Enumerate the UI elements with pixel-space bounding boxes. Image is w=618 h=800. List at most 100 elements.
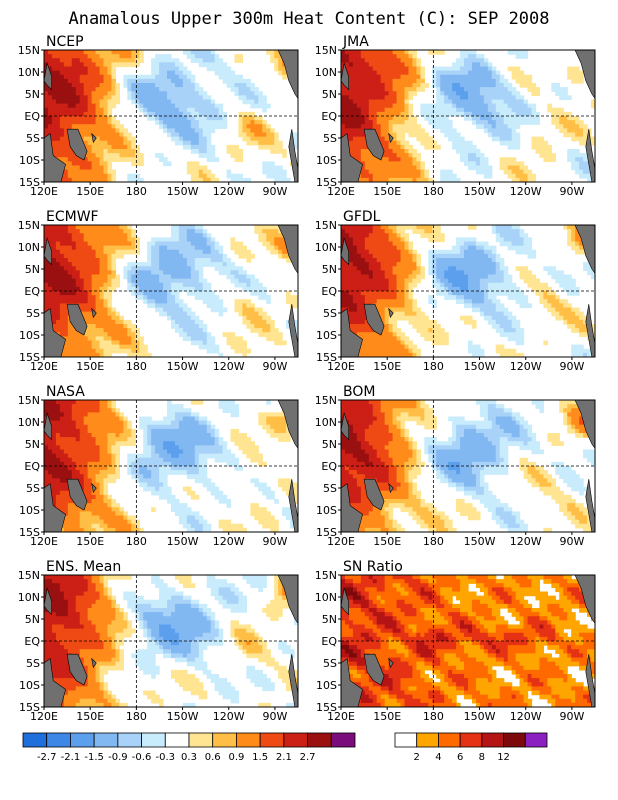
field-cell (178, 132, 184, 138)
field-cell (495, 225, 501, 230)
field-cell (348, 266, 354, 271)
field-cell (250, 120, 255, 125)
field-cell (71, 278, 77, 284)
field-cell (408, 258, 414, 263)
field-cell (67, 157, 73, 162)
field-cell (404, 253, 410, 259)
field-cell (182, 91, 188, 96)
field-cell (384, 87, 390, 92)
field-cell (151, 241, 156, 247)
field-cell (396, 124, 402, 129)
field-cell (368, 225, 374, 230)
field-cell (111, 270, 117, 276)
field-cell (167, 111, 172, 117)
field-cell (210, 258, 216, 263)
field-cell (83, 311, 89, 317)
field-cell (222, 270, 228, 276)
field-cell (119, 340, 124, 346)
field-cell (159, 249, 164, 255)
field-cell (226, 336, 232, 342)
field-cell (198, 340, 204, 346)
field-cell (194, 253, 200, 259)
field-cell (95, 173, 101, 179)
field-cell (190, 315, 196, 321)
field-cell (511, 173, 517, 179)
field-cell (404, 157, 410, 162)
field-cell (432, 270, 437, 276)
field-cell (416, 153, 421, 158)
field-cell (186, 332, 192, 337)
field-cell (155, 253, 160, 259)
field-cell (587, 270, 592, 276)
field-cell (254, 225, 259, 230)
field-cell (456, 253, 461, 259)
field-cell (103, 225, 109, 230)
field-cell (135, 274, 140, 280)
field-cell (178, 66, 184, 72)
field-cell (456, 103, 461, 109)
field-cell (210, 253, 216, 259)
field-cell (404, 165, 410, 171)
field-cell (475, 62, 481, 68)
field-cell (103, 262, 109, 267)
field-cell (103, 266, 109, 271)
field-cell (63, 169, 69, 175)
field-cell (131, 229, 136, 234)
field-cell (487, 62, 493, 68)
field-cell (278, 140, 283, 146)
field-cell (174, 66, 180, 72)
x-tick-label: 150E (76, 360, 104, 373)
field-cell (344, 66, 350, 72)
field-cell (464, 50, 469, 55)
field-cell (143, 103, 148, 109)
field-cell (95, 74, 101, 80)
field-cell (507, 157, 513, 162)
field-cell (163, 237, 168, 243)
field-cell (344, 291, 350, 296)
field-cell (206, 348, 212, 354)
field-cell (230, 266, 236, 271)
field-cell (91, 91, 97, 96)
field-cell (182, 83, 188, 88)
field-cell (210, 50, 216, 55)
field-cell (567, 111, 572, 117)
field-cell (174, 258, 180, 263)
field-cell (487, 282, 493, 288)
field-cell (376, 266, 382, 271)
field-cell (79, 165, 85, 171)
field-cell (360, 157, 366, 162)
field-cell (206, 128, 212, 134)
field-cell (511, 128, 517, 134)
field-cell (131, 74, 136, 80)
field-cell (51, 266, 57, 271)
field-cell (258, 120, 263, 125)
field-cell (143, 352, 148, 357)
field-cell (348, 62, 354, 68)
field-cell (99, 70, 105, 76)
field-cell (404, 153, 410, 158)
field-cell (178, 128, 184, 134)
field-cell (242, 340, 248, 346)
field-cell (103, 249, 109, 255)
field-cell (376, 270, 382, 276)
field-cell (567, 120, 572, 125)
field-cell (468, 116, 473, 121)
field-cell (167, 249, 172, 255)
field-cell (368, 237, 374, 243)
field-cell (59, 253, 65, 259)
field-cell (495, 237, 501, 243)
field-cell (531, 144, 537, 150)
field-cell (111, 149, 117, 154)
field-cell (483, 66, 489, 72)
field-cell (234, 344, 240, 350)
field-cell (91, 299, 97, 304)
field-cell (448, 120, 453, 125)
field-cell (198, 173, 204, 179)
field-cell (226, 258, 232, 263)
field-cell (63, 124, 69, 129)
field-cell (83, 348, 89, 354)
field-cell (495, 107, 501, 113)
field-cell (452, 95, 457, 101)
field-cell (456, 136, 461, 142)
field-cell (115, 58, 121, 63)
